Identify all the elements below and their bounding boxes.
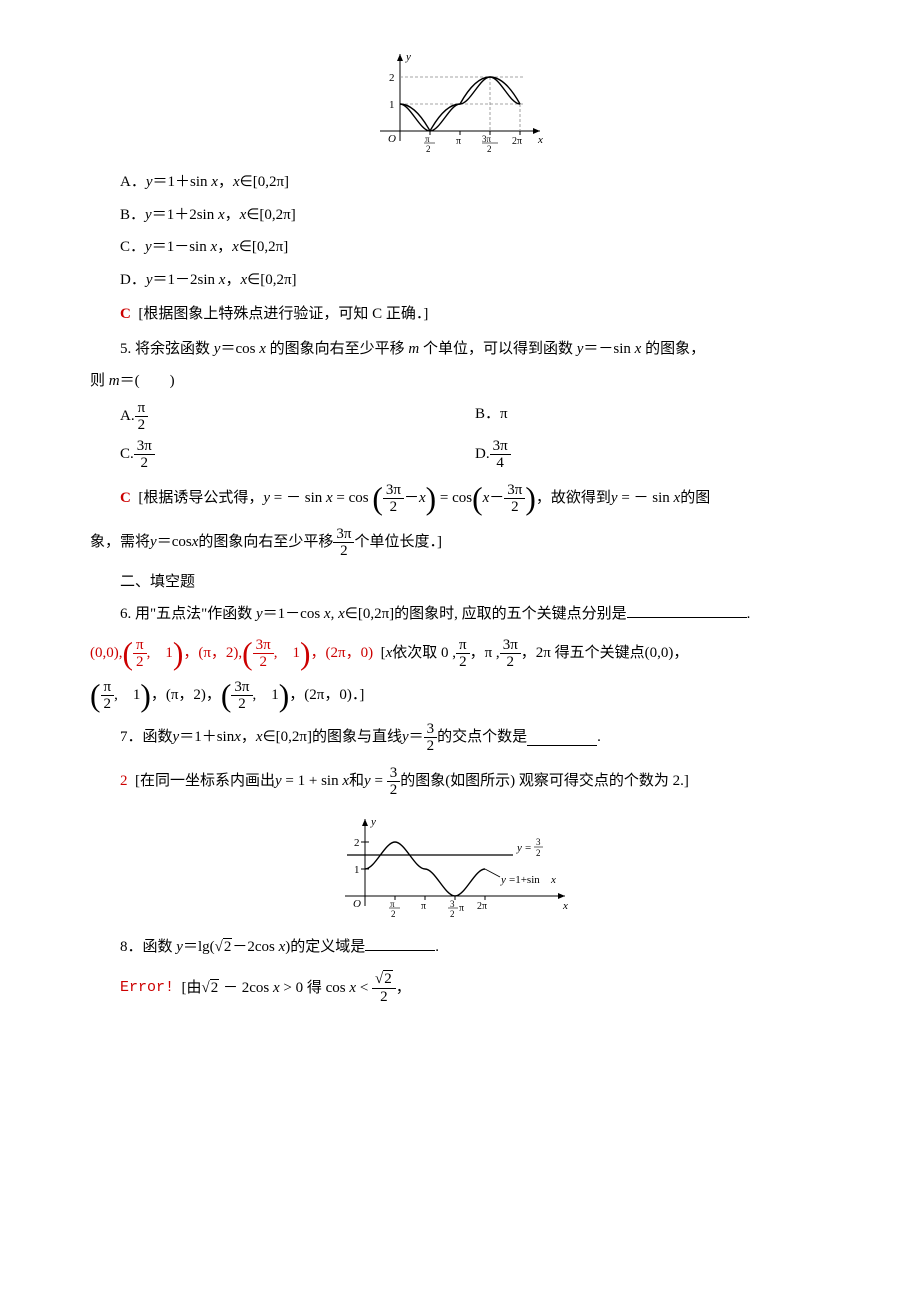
figure-1: y x O 1 2 π 2 π 3π 2 2π	[90, 46, 830, 156]
q8-stem: 8．函数 y＝lg(√2－2cos x)的定义域是.	[90, 933, 830, 962]
svg-text:y: y	[405, 51, 411, 63]
svg-text:O: O	[388, 133, 396, 145]
q8-answer: Error! [由√2 － 2cos x > 0 得 cos x < √22，	[90, 971, 411, 1005]
q4-option-d: D．y＝1－2sin x，x∈[0,2π]	[90, 266, 830, 295]
svg-text:x: x	[537, 134, 543, 146]
q5-stem: 5. 将余弦函数 y＝cos x 的图象向右至少平移 m 个单位，可以得到函数 …	[90, 335, 830, 364]
svg-text:2: 2	[391, 909, 396, 919]
q5-answer-line2: 象，需将 y＝cos x 的图象向右至少平移3π2个单位长度．]	[90, 526, 442, 560]
q8-blank	[365, 935, 435, 951]
svg-text:x: x	[562, 900, 568, 912]
svg-text:2: 2	[487, 144, 492, 154]
q4-option-c: C．y＝1－sin x，x∈[0,2π]	[90, 233, 830, 262]
svg-text:π: π	[390, 899, 395, 909]
svg-text:2π: 2π	[512, 136, 522, 147]
q7-stem: 7．函数 y＝1＋sin x，x∈[0,2π]的图象与直线 y＝32的交点个数是…	[90, 721, 601, 755]
q6-stem: 6. 用"五点法"作函数 y＝1－cos x, x∈[0,2π]的图象时, 应取…	[90, 600, 830, 629]
svg-text:π: π	[425, 134, 430, 144]
svg-text:3: 3	[536, 837, 541, 847]
section-2-title: 二、填空题	[90, 568, 830, 597]
svg-text:2: 2	[354, 837, 360, 849]
svg-text:π: π	[456, 136, 461, 147]
q5-option-c: C.3π2	[120, 438, 475, 472]
svg-text:y: y	[370, 816, 376, 828]
q4-option-a: A．y＝1＋sin x，x∈[0,2π]	[90, 168, 830, 197]
q5-options-row1: A.π2 B．π	[120, 400, 830, 434]
q5-answer-letter: C	[120, 484, 131, 513]
q6-blank	[627, 602, 747, 618]
q5-option-a: A.π2	[120, 400, 475, 434]
svg-text:2: 2	[450, 909, 455, 919]
svg-text:3: 3	[450, 899, 455, 909]
svg-text:1: 1	[389, 99, 395, 111]
q7-answer-value: 2	[120, 767, 128, 796]
svg-text:y: y	[500, 874, 506, 886]
svg-text:x: x	[550, 874, 556, 886]
q5-stem-line2: 则 m＝( )	[90, 367, 830, 396]
q5-options-row2: C.3π2 D.3π4	[120, 438, 830, 472]
q5-answer: C [根据诱导公式得，y = － sin x = cos (3π2－x) = c…	[90, 482, 710, 516]
svg-text:2π: 2π	[477, 901, 487, 912]
q7-blank	[527, 730, 597, 746]
q4-answer: C [根据图象上特殊点进行验证，可知 C 正确．]	[90, 300, 830, 329]
svg-text:2: 2	[536, 848, 541, 858]
svg-text:=: =	[525, 842, 531, 854]
q5-option-d: D.3π4	[475, 438, 830, 472]
svg-text:O: O	[353, 898, 361, 910]
svg-text:2: 2	[389, 72, 395, 84]
svg-text:3π: 3π	[482, 134, 492, 144]
q6-answer-line2: (π2, 1)，(π，2)，(3π2, 1)，(2π，0)．]	[90, 679, 364, 713]
figure-2: y x O 1 2 π 2 π 3 2 π 2π y	[90, 811, 830, 921]
svg-text:π: π	[421, 901, 426, 912]
q7-answer: 2 [在同一坐标系内画出 y = 1 + sin x 和 y = 32的图象(如…	[90, 765, 689, 799]
svg-text:π: π	[459, 903, 464, 914]
q4-option-b: B．y＝1＋2sin x，x∈[0,2π]	[90, 201, 830, 230]
svg-text:y: y	[516, 842, 522, 854]
q6-answer: (0,0), (π2, 1)，(π，2), (3π2, 1)，(2π，0) [x…	[90, 637, 688, 671]
svg-text:1: 1	[354, 864, 360, 876]
svg-text:=1+sin: =1+sin	[509, 874, 540, 886]
q8-error-label: Error!	[120, 974, 174, 1003]
q4-answer-letter: C	[120, 306, 131, 322]
q5-option-b: B．π	[475, 400, 830, 434]
svg-text:2: 2	[426, 144, 431, 154]
